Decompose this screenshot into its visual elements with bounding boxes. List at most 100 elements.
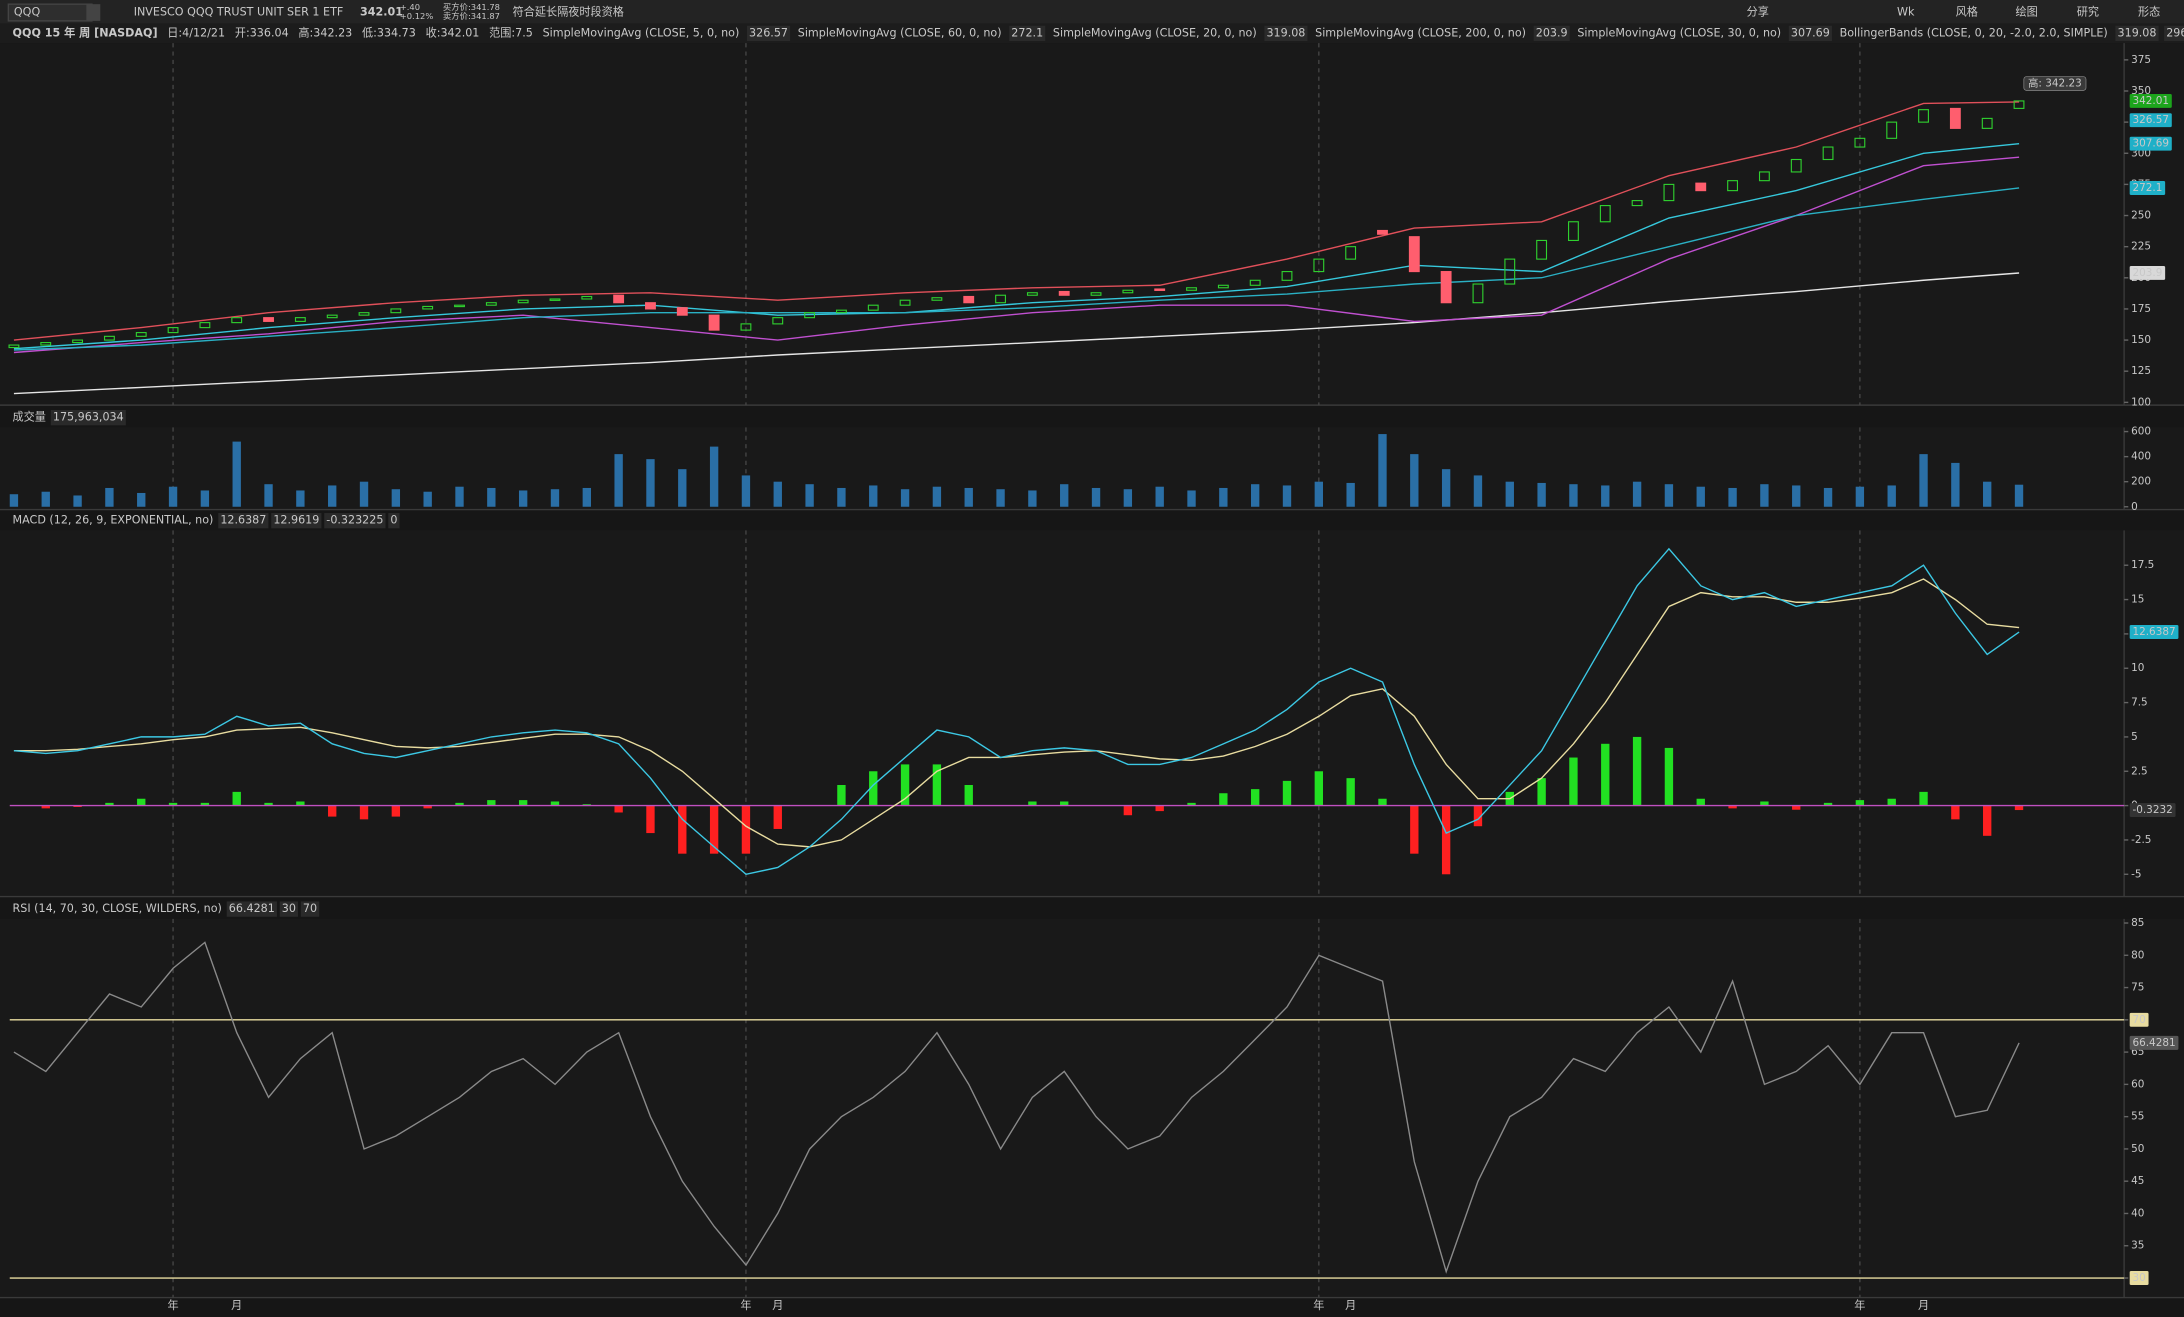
study-name[interactable]: BollingerBands (CLOSE, 0, 20, -2.0, 2.0,… — [1840, 26, 2108, 39]
candle — [549, 298, 561, 301]
histogram-bar — [105, 802, 114, 806]
candle — [1536, 239, 1548, 260]
candle — [326, 314, 338, 319]
histogram-bar — [1537, 778, 1546, 806]
study-value: 326.57 — [749, 26, 788, 39]
price-tag-box — [2129, 113, 2172, 128]
volume-bar — [1664, 484, 1674, 507]
candle — [294, 317, 306, 322]
histogram-bar — [550, 801, 560, 806]
histogram-bar — [1919, 791, 1928, 806]
x-tick-label: 月 — [231, 1299, 242, 1312]
volume-bar — [200, 490, 210, 507]
symbol-dropdown[interactable] — [86, 4, 101, 21]
candle — [485, 302, 497, 306]
toolbar-button[interactable]: 绘图 — [2015, 5, 2037, 19]
candle — [1663, 183, 1675, 202]
price-tag: 326.57 — [2132, 114, 2169, 126]
volume-bar — [232, 441, 241, 507]
study-name[interactable]: SimpleMovingAvg (CLOSE, 20, 0, no) — [1053, 26, 1257, 39]
rsi-line — [13, 941, 2020, 1274]
volume-bar — [1410, 454, 1419, 507]
y-tick-label: 10 — [2131, 662, 2144, 674]
pane-value-box — [271, 513, 322, 529]
histogram-bar — [932, 764, 942, 806]
volume-bar — [1855, 486, 1865, 507]
volume-bar — [837, 487, 846, 507]
study-name[interactable]: SimpleMovingAvg (CLOSE, 30, 0, no) — [1577, 26, 1781, 39]
toolbar-button[interactable]: 分享 — [1747, 5, 1769, 19]
volume-bar — [741, 475, 751, 507]
volume-bar — [1123, 489, 1133, 507]
volume-bar — [423, 491, 432, 507]
volume-bar — [1632, 481, 1642, 507]
toolbar — [0, 0, 2184, 24]
histogram-bar — [1760, 801, 1769, 806]
overlay-line — [13, 156, 2020, 354]
volume-bar — [1601, 485, 1610, 507]
toolbar-button[interactable]: 形态 — [2138, 6, 2160, 19]
candle — [772, 317, 784, 325]
histogram-bar — [1855, 800, 1865, 806]
candle — [804, 312, 816, 319]
histogram-bar — [1282, 780, 1292, 806]
histogram-bar — [1060, 801, 1069, 806]
candle — [1822, 146, 1834, 161]
volume-bar — [869, 485, 878, 507]
histogram-bar — [1155, 805, 1164, 812]
candle — [645, 302, 656, 310]
toolbar-button[interactable]: Wk — [1897, 6, 1915, 19]
histogram-bar — [1792, 805, 1801, 810]
volume-bar — [1187, 490, 1196, 507]
candle — [1918, 109, 1929, 123]
candle — [1695, 182, 1707, 192]
price-tag-box — [2129, 181, 2166, 195]
ask: 卖方价:341.87 — [443, 11, 500, 21]
volume-bar — [1282, 485, 1292, 507]
price-tag: 272.1 — [2132, 182, 2162, 194]
histogram-bar — [1187, 802, 1196, 806]
candle — [581, 295, 593, 300]
last-price: 342.01 — [360, 6, 403, 19]
candle — [676, 307, 688, 316]
pane-value: 175,963,034 — [53, 411, 124, 424]
candle — [72, 339, 84, 344]
volume-bar — [1760, 484, 1769, 507]
candle — [1090, 292, 1102, 296]
pane-value: 0 — [390, 514, 397, 527]
y-tick-label: 2.5 — [2131, 765, 2148, 777]
histogram-bar — [1123, 805, 1133, 816]
volume-bar — [678, 469, 687, 507]
candle — [1281, 271, 1293, 281]
candle — [740, 323, 752, 331]
histogram-bar — [264, 802, 273, 806]
change-pct: +0.12% — [400, 11, 434, 21]
study-name[interactable]: SimpleMovingAvg (CLOSE, 60, 0, no) — [798, 26, 1002, 39]
price-tag: 70 — [2132, 1014, 2145, 1026]
candle — [1058, 290, 1070, 296]
histogram-bar — [455, 802, 464, 806]
study-name[interactable]: SimpleMovingAvg (CLOSE, 200, 0, no) — [1315, 26, 1526, 39]
pane-value: 12.6387 — [220, 514, 266, 527]
price-tag: 66.4281 — [2132, 1037, 2175, 1049]
high-tag-box — [2023, 76, 2087, 91]
candle — [899, 299, 911, 306]
y-tick-label: 55 — [2131, 1111, 2144, 1123]
x-tick-label: 月 — [1345, 1299, 1356, 1312]
study-name[interactable]: SimpleMovingAvg (CLOSE, 5, 0, no) — [543, 26, 740, 39]
toolbar-button[interactable]: 风格 — [1956, 5, 1978, 19]
x-tick-label: 年 — [167, 1298, 178, 1312]
candle — [231, 317, 243, 324]
pane — [0, 530, 2184, 897]
study-value: 319.08 — [1266, 26, 1305, 39]
y-tick-label: 375 — [2131, 54, 2151, 66]
y-tick-label: 75 — [2131, 982, 2144, 994]
candle — [1377, 229, 1388, 235]
volume-bar — [1155, 486, 1164, 507]
volume-bar — [359, 481, 369, 507]
histogram-bar — [614, 805, 623, 813]
volume-bar — [455, 486, 464, 507]
y-tick-label: 65 — [2131, 1046, 2144, 1058]
toolbar-button[interactable]: 研究 — [2077, 5, 2099, 19]
